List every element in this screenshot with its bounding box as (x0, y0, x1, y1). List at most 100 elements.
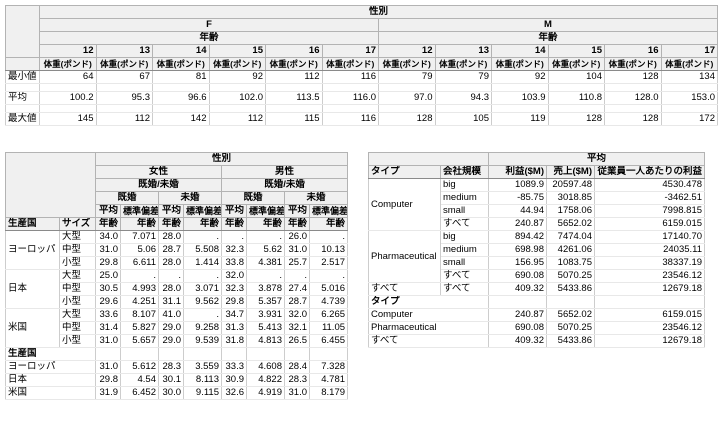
value-cell: 409.32 (488, 334, 547, 348)
weight-column-header: 体重(ポンド) (660, 57, 718, 71)
value-cell: 20597.48 (546, 178, 595, 192)
value-cell: 29.8 (95, 373, 121, 387)
value-cell: 28.3 (284, 373, 310, 387)
age-column-header: 14 (152, 44, 210, 58)
value-cell: 33.8 (221, 256, 247, 270)
value-cell: 9.115 (183, 386, 222, 400)
value-cell: 29.8 (95, 256, 121, 270)
age-column-header: 17 (321, 44, 379, 58)
value-cell: 7.071 (120, 230, 159, 244)
value-cell: 7.328 (308, 360, 349, 374)
value-cell: 5652.02 (546, 217, 595, 231)
profit-column-header: 利益($M) (488, 165, 547, 179)
value-cell: 8.107 (120, 308, 159, 322)
value-cell: 4.919 (246, 386, 285, 400)
value-cell: 115 (265, 112, 323, 126)
age-variable-header: 年齢 (120, 217, 159, 231)
corner-blank (5, 152, 96, 218)
value-cell: . (308, 269, 349, 283)
marital-band-header: 既婚/未婚 (220, 178, 349, 192)
scale-label: すべて (440, 282, 489, 296)
value-cell: 24035.11 (593, 243, 706, 257)
table-row: 最小値 64 67 81 92 112 116 79 79 92 104 128… (5, 70, 718, 84)
value-cell: 41.0 (158, 308, 184, 322)
value-cell: 690.08 (488, 269, 547, 283)
value-cell: 112 (265, 70, 323, 84)
female-group-header: F (39, 18, 379, 32)
value-cell: 79 (378, 70, 436, 84)
value-cell: 31.0 (284, 386, 310, 400)
table-row: 日本 29.8 4.54 30.1 8.113 30.9 4.822 28.3 … (5, 373, 349, 387)
size-label: 大型 (59, 308, 96, 322)
value-cell: 5070.25 (546, 321, 595, 335)
scale-column-header: 会社規模 (440, 165, 489, 179)
value-cell: 97.0 (378, 91, 436, 105)
value-cell: 44.94 (488, 204, 547, 218)
weight-by-sex-age-table: 性別 F M 年齢 年齢 12 13 14 15 16 17 12 13 14 … (5, 5, 718, 126)
value-cell: 17140.70 (593, 230, 706, 244)
value-cell: 112 (208, 112, 266, 126)
company-profit-table: 平均 タイプ 会社規模 利益($M) 売上($M) 従業員一人あたりの利益 Co… (368, 152, 706, 348)
value-cell: 30.9 (221, 373, 247, 387)
table-row: 最大値 145 112 142 112 115 116 128 105 119 … (5, 112, 718, 126)
value-cell: 1758.06 (546, 204, 595, 218)
value-cell: 116 (321, 112, 379, 126)
value-cell: 67 (95, 70, 153, 84)
value-cell: 81 (152, 70, 210, 84)
size-label: 中型 (59, 243, 96, 257)
sex-header: 性別 (94, 152, 349, 166)
weight-column-header: 体重(ポンド) (434, 57, 492, 71)
value-cell: 4.993 (120, 282, 159, 296)
table-row: Computer 240.87 5652.02 6159.015 (368, 308, 706, 322)
marital-band-header: 既婚/未婚 (95, 178, 222, 192)
std-dev-header: 標準偏差 (308, 204, 349, 218)
value-cell: 32.0 (284, 308, 310, 322)
value-cell: 112 (95, 112, 153, 126)
value-cell: 1089.9 (488, 178, 547, 192)
mean-header: 平均 (221, 204, 247, 218)
age-by-sex-marital-table: 性別 女性 男性 既婚/未婚 既婚/未婚 既婚 未婚 既婚 未婚 平均 標準偏差… (5, 152, 349, 400)
value-cell: 4261.06 (546, 243, 595, 257)
value-cell: 104 (547, 70, 605, 84)
value-cell: 28.0 (158, 230, 184, 244)
value-cell: 172 (660, 112, 718, 126)
value-cell: 92 (208, 70, 266, 84)
weight-column-header: 体重(ポンド) (547, 57, 605, 71)
value-cell: 23546.12 (593, 269, 706, 283)
value-cell: 31.9 (95, 386, 121, 400)
age-variable-header: 年齢 (221, 217, 247, 231)
table-row: すべて 690.08 5070.25 23546.12 (369, 269, 706, 283)
value-cell: 240.87 (488, 308, 547, 322)
value-cell: 128 (547, 112, 605, 126)
scale-label: すべて (440, 217, 489, 231)
table-row: 日本 大型 25.0 . . . 32.0 . . . (5, 269, 349, 309)
age-variable-header: 年齢 (246, 217, 285, 231)
value-cell: 10.13 (308, 243, 349, 257)
age-column-header: 15 (208, 44, 266, 58)
value-cell: . (246, 230, 285, 244)
value-cell: 31.3 (221, 321, 247, 335)
corner-blank (5, 5, 40, 58)
age-column-header: 15 (547, 44, 605, 58)
value-cell: 30.5 (95, 282, 121, 296)
value-cell: 1.414 (183, 256, 222, 270)
age-band-header: 年齢 (378, 31, 718, 45)
summary-row-label: ヨーロッパ (5, 360, 96, 374)
section-header: タイプ (368, 295, 489, 309)
value-cell: 26.5 (284, 334, 310, 348)
country-label: ヨーロッパ (5, 230, 60, 270)
value-cell: 3.071 (183, 282, 222, 296)
value-cell: 113.5 (265, 91, 323, 105)
value-cell: 6.452 (120, 386, 159, 400)
value-cell: 4.381 (246, 256, 285, 270)
scale-label: medium (440, 191, 489, 205)
spacer-row (5, 104, 718, 113)
value-cell: . (221, 230, 247, 244)
value-cell: 5.827 (120, 321, 159, 335)
weight-column-header: 体重(ポンド) (604, 57, 662, 71)
value-cell: 5433.86 (546, 282, 595, 296)
table-row: small 44.94 1758.06 7998.815 (369, 204, 706, 218)
std-dev-header: 標準偏差 (246, 204, 285, 218)
value-cell: 28.3 (158, 360, 184, 374)
value-cell: 4.54 (120, 373, 159, 387)
